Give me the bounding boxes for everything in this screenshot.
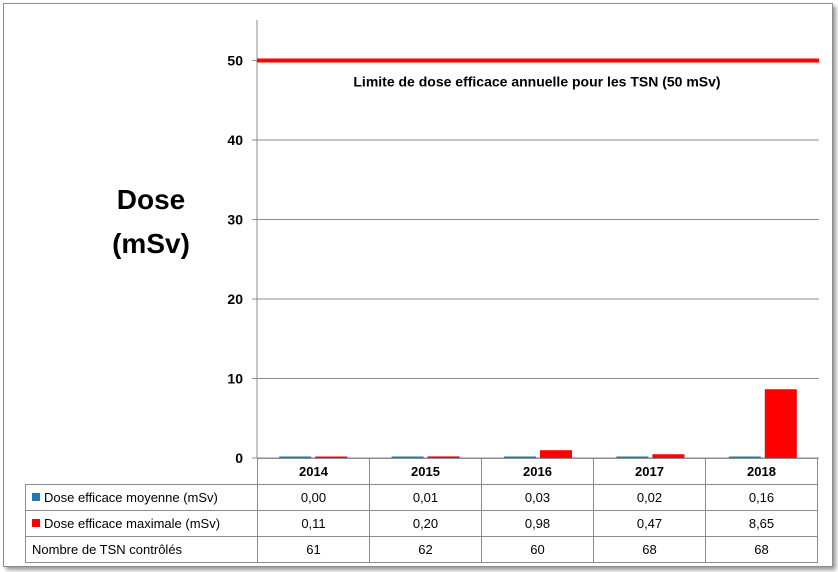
table-cell: 0,03 [481, 484, 594, 511]
bar-max-2018 [764, 389, 797, 458]
bar-max-2015 [427, 456, 460, 458]
table-cell: 0,00 [257, 484, 370, 511]
table-cell: 0,11 [257, 510, 370, 537]
table-row-mean: Dose efficace moyenne (mSv) 0,00 0,01 0,… [25, 484, 818, 511]
bar-mean-2018 [728, 456, 761, 458]
bars [279, 389, 797, 458]
y-axis-label-line-1: Dose [116, 184, 186, 215]
y-axis-label-line-2: (mSv) [112, 228, 190, 259]
year-header: 2014 [257, 458, 370, 485]
table-cell: 60 [481, 536, 594, 563]
year-header: 2016 [481, 458, 594, 485]
bar-mean-2016 [504, 456, 536, 458]
table-cell: 62 [369, 536, 482, 563]
table-cell: 0,47 [593, 510, 706, 537]
bar-mean-2017 [616, 456, 649, 458]
y-axis-label: Dose (mSv) [96, 178, 206, 266]
row-label-count: Nombre de TSN contrôlés [25, 536, 258, 563]
bar-max-2017 [652, 454, 685, 458]
table-row-count: Nombre de TSN contrôlés 61 62 60 68 68 [25, 536, 818, 563]
table-cell: 61 [257, 536, 370, 563]
legend-label-max: Dose efficace maximale (mSv) [44, 516, 221, 531]
bar-max-2016 [540, 450, 572, 458]
legend-swatch-mean [32, 493, 40, 501]
y-tick-label: 0 [235, 450, 243, 466]
bar-mean-2014 [279, 456, 312, 458]
y-tick-label: 30 [227, 212, 243, 228]
table-cell: 0,01 [369, 484, 482, 511]
table-cell: 68 [593, 536, 706, 563]
table-cell: 0,02 [593, 484, 706, 511]
y-tick-label: 40 [227, 132, 243, 148]
bar-mean-2015 [391, 456, 424, 458]
data-table: 2014 2015 2016 2017 2018 Dose efficace m… [25, 458, 818, 563]
bar-max-2014 [315, 456, 348, 458]
legend-entry-mean: Dose efficace moyenne (mSv) [25, 484, 258, 511]
reference-line-group: Limite de dose efficace annuelle pour le… [257, 58, 819, 90]
legend-swatch-max [32, 519, 40, 527]
table-cell: 8,65 [705, 510, 818, 537]
year-header: 2018 [705, 458, 818, 485]
y-tick-label: 50 [227, 53, 243, 69]
table-cell: 0,16 [705, 484, 818, 511]
year-header: 2017 [593, 458, 706, 485]
gridlines [257, 60, 819, 459]
table-corner [25, 458, 258, 485]
reference-line-label: Limite de dose efficace annuelle pour le… [353, 74, 720, 90]
y-axis: 0 10 20 30 40 50 [227, 20, 258, 466]
table-header-row: 2014 2015 2016 2017 2018 [25, 458, 818, 485]
table-cell: 0,98 [481, 510, 594, 537]
legend-label-mean: Dose efficace moyenne (mSv) [44, 490, 218, 505]
legend-entry-max: Dose efficace maximale (mSv) [25, 510, 258, 537]
table-row-max: Dose efficace maximale (mSv) 0,11 0,20 0… [25, 510, 818, 537]
y-tick-label: 10 [227, 371, 243, 387]
table-cell: 68 [705, 536, 818, 563]
y-tick-label: 20 [227, 291, 243, 307]
year-header: 2015 [369, 458, 482, 485]
table-cell: 0,20 [369, 510, 482, 537]
